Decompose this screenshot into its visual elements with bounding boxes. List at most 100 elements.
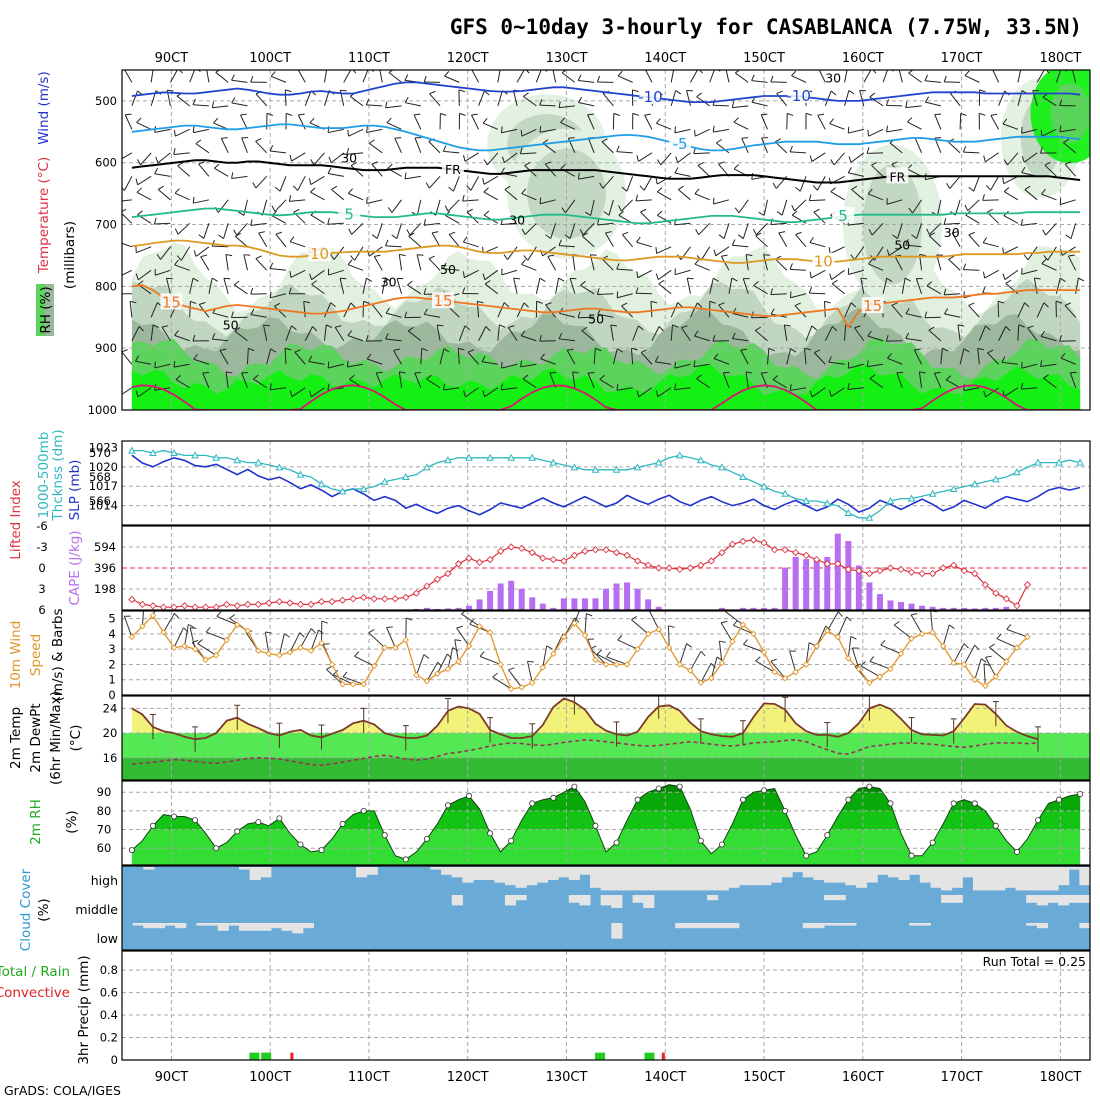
wind-barb: [679, 643, 688, 665]
temp-tick: 24: [103, 701, 118, 715]
wind-barb-feather: [539, 334, 542, 342]
wind-barb: [290, 269, 306, 278]
wind-barb: [137, 269, 152, 281]
wind-barb-feather: [924, 311, 928, 318]
wind-speed-marker: [897, 650, 905, 658]
wind-barb-feather: [732, 620, 738, 626]
wind-barb-feather: [699, 70, 703, 74]
wind-barb-feather: [854, 325, 861, 329]
wind-barb-feather: [866, 147, 870, 154]
wind-barb-feather: [597, 218, 600, 226]
wind-barb-feather: [610, 324, 618, 327]
thickness-marker: [275, 463, 284, 471]
wind-barb: [948, 141, 961, 154]
wind-barb: [982, 199, 999, 201]
wind-barb-feather: [288, 195, 292, 202]
cloud-gap: [749, 867, 761, 886]
cloud-gap: [600, 895, 612, 906]
wind-barb: [789, 650, 797, 673]
wind-barb-feather: [791, 210, 798, 216]
lifted-index-marker: [244, 600, 252, 609]
wind-speed-marker: [581, 632, 589, 639]
wind-barb-feather: [846, 616, 852, 622]
wind-barb-feather: [731, 101, 735, 108]
wind-barb-feather: [908, 207, 913, 214]
wind-barb-feather: [363, 300, 370, 304]
wind-barb: [521, 335, 537, 342]
wind-barb-feather: [136, 187, 142, 193]
wind-barb: [225, 254, 229, 271]
rh2m-band: [131, 784, 1081, 811]
wind-barb: [990, 176, 1000, 191]
wind-barb-feather: [811, 325, 818, 331]
contour-label-bg: [812, 252, 835, 269]
wind-barb-feather: [462, 271, 465, 278]
wind-barb: [233, 284, 248, 295]
wind-barb: [869, 96, 884, 107]
wind-barb: [212, 105, 229, 109]
cloud-gap: [919, 867, 931, 883]
wind-barb: [770, 661, 786, 679]
wind-barb: [709, 70, 715, 83]
wind-barb-feather: [905, 332, 910, 339]
cloud-gap: [632, 867, 644, 891]
wind-barb: [640, 352, 653, 365]
cape-bar: [466, 605, 473, 610]
wind-barb: [751, 80, 768, 83]
wind-barb-feather: [229, 614, 236, 619]
cloud-gap: [941, 867, 953, 891]
wind-barb-feather: [366, 277, 373, 282]
wind-speed-marker: [191, 645, 199, 653]
lifted-index-marker: [201, 603, 210, 610]
cloud-gap: [526, 867, 538, 886]
wind-barb: [959, 113, 962, 130]
wind-barb: [497, 302, 505, 318]
wind-barb: [620, 199, 634, 212]
wind-barb-feather: [924, 74, 928, 81]
contour-label: FR: [445, 162, 461, 177]
wind-speed-marker: [760, 648, 768, 656]
contour-label-bg: [338, 205, 361, 222]
wind-barb: [386, 627, 396, 648]
lifted-index-marker: [876, 567, 884, 575]
wind-barb: [809, 199, 826, 202]
wind-barb: [343, 70, 352, 83]
wind-barb-feather: [399, 253, 406, 257]
wind-barb: [428, 141, 441, 154]
wind-barb-feather: [808, 642, 815, 646]
wind-barb: [831, 269, 845, 281]
wind-speed-marker: [792, 668, 799, 676]
wind-barb: [928, 235, 942, 248]
wind-barb: [189, 301, 191, 318]
wind-barb: [351, 222, 364, 235]
wind-barb-feather: [982, 271, 986, 279]
wind-barb: [914, 137, 923, 154]
wind-barb: [522, 378, 537, 389]
lifted-index-marker: [907, 568, 916, 576]
wind-barb: [896, 372, 903, 388]
wind-barb: [486, 152, 499, 166]
wind-barb-feather: [225, 253, 233, 257]
wind-barb: [811, 387, 826, 398]
wind-barb-feather: [466, 208, 473, 213]
wind-barb-feather: [848, 156, 852, 163]
wind-barb-feather: [404, 311, 408, 318]
wind-barb: [790, 151, 807, 154]
cloud-gap: [558, 867, 570, 878]
wind-barb: [263, 324, 268, 341]
y-tick-label: 1000: [88, 403, 117, 417]
wind-speed-marker: [181, 642, 188, 650]
wind-barb: [550, 223, 557, 239]
wind-barb: [871, 164, 884, 177]
wind-barb: [597, 222, 614, 226]
wind-barb-feather: [694, 259, 700, 265]
wind-barb-feather: [350, 255, 355, 261]
wind-barb-feather: [776, 90, 783, 94]
wind-barb: [350, 165, 364, 177]
wind-barb: [1040, 335, 1057, 342]
cape-bar: [908, 603, 915, 610]
wind-barb-feather: [406, 617, 413, 621]
wind-barb-feather: [523, 302, 529, 308]
cloud-gap: [356, 867, 368, 878]
cloud-gap: [515, 895, 527, 901]
